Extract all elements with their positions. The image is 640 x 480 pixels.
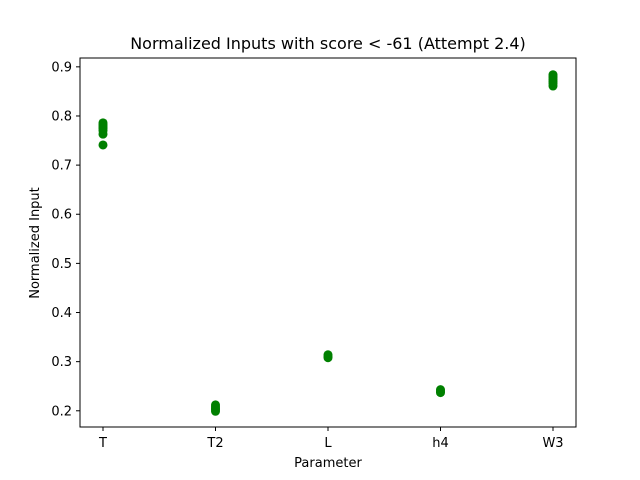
- x-tick-label-T2: T2: [206, 436, 223, 451]
- x-tick-label-L: L: [324, 436, 332, 451]
- chart-title: Normalized Inputs with score < -61 (Atte…: [130, 34, 526, 53]
- data-point-T2-12: [211, 400, 220, 410]
- y-tick-label-0.7: 0.7: [51, 159, 72, 174]
- y-tick-label-0.3: 0.3: [51, 355, 72, 370]
- data-point-h4-18: [436, 385, 445, 395]
- y-tick-label-0.6: 0.6: [51, 208, 72, 223]
- data-point-T-7: [98, 118, 108, 128]
- x-axis-label: Parameter: [294, 456, 362, 471]
- data-point-L-15: [323, 350, 333, 360]
- data-point-T-0: [98, 140, 108, 150]
- data-point-W3-25: [548, 70, 558, 80]
- points-layer: [98, 70, 558, 416]
- y-tick-label-0.9: 0.9: [51, 60, 72, 75]
- y-tick-label-0.4: 0.4: [51, 306, 72, 321]
- x-tick-label-T: T: [98, 436, 107, 451]
- y-tick-label-0.8: 0.8: [51, 109, 72, 124]
- y-axis-ticks: 0.2 0.3 0.4 0.5 0.6 0.7 0.8 0.9: [51, 60, 80, 419]
- x-tick-label-W3: W3: [542, 436, 563, 451]
- plot-area-frame: [79, 57, 577, 428]
- y-tick-label-0.2: 0.2: [51, 404, 72, 419]
- y-tick-label-0.5: 0.5: [51, 257, 72, 272]
- y-axis-label: Normalized Input: [28, 187, 43, 299]
- x-tick-label-h4: h4: [432, 436, 449, 451]
